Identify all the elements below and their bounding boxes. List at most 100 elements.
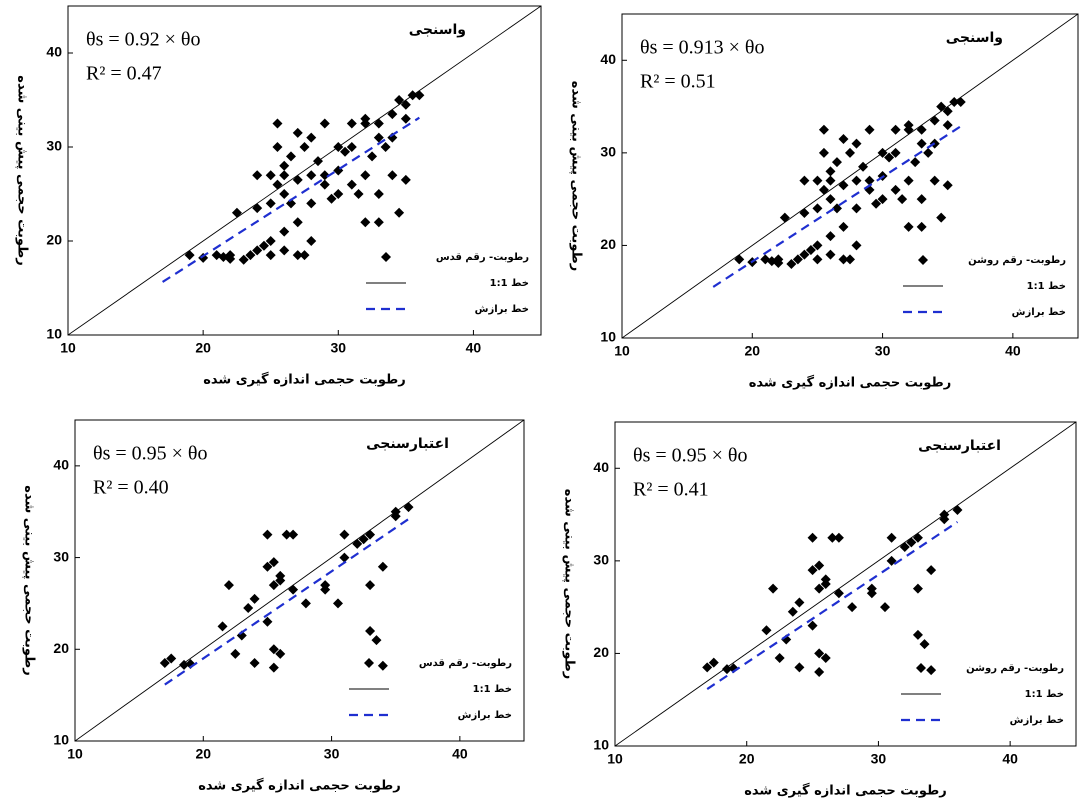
point [326,193,337,204]
point [339,529,350,540]
point [265,236,276,246]
y-tick-label: 20 [600,236,616,252]
point [285,198,296,209]
point [903,175,914,186]
fit-line [162,116,420,283]
point [279,170,290,181]
point [812,254,823,265]
point [320,584,331,595]
x-tick-label: 20 [739,751,755,767]
point [306,170,317,181]
point [833,588,844,599]
point [838,221,849,232]
point [897,194,908,205]
chart-panel: 10 20 30 40 10 20 30 40 رطوبت حجمی اندازه گیری ش… [15,5,542,388]
point [734,254,745,265]
legend-symbol [918,255,928,265]
point [936,212,947,223]
point [373,217,384,228]
point [319,118,330,129]
point [952,504,963,515]
point [245,250,256,261]
point [794,597,805,608]
legend-symbol [381,252,391,262]
point [916,138,927,149]
legend-label: خط برازش [458,710,512,721]
point [929,115,940,126]
plot-frame [67,5,542,336]
point [292,174,303,185]
point [807,565,818,576]
point [184,250,195,261]
point [774,653,785,664]
annotation: θs = 0.913 × θo [640,37,765,59]
point [292,127,303,138]
x-tick-label: 10 [67,746,83,762]
point [360,113,371,124]
y-tick-label: 20 [46,232,62,248]
point [799,208,810,219]
point [262,529,273,540]
point [288,584,299,595]
point [346,179,357,190]
point [845,147,855,158]
point [845,254,855,265]
point [814,560,825,571]
point [346,142,357,152]
point [319,179,330,190]
point [292,250,303,261]
point [812,175,823,186]
annotation: θs = 0.95 × θo [93,443,208,465]
point [912,583,923,594]
point [371,635,382,646]
point [825,194,836,205]
legend-label: خط برازش [475,304,529,315]
point [851,203,862,214]
y-axis-label: رطوبت حجمی پیش بینی شده [15,75,30,265]
reference-line [615,422,1076,746]
point [299,250,310,261]
y-tick-label: 10 [593,737,609,753]
point [373,118,384,129]
point [833,532,844,543]
point [285,151,296,162]
point [916,124,927,135]
point [340,146,351,157]
point [799,249,810,260]
point [198,252,209,263]
point [794,662,805,673]
point [249,593,260,604]
legend-label: خط 1:1 [490,278,529,289]
legend-label: رطوبت- رقم قدس [436,252,529,263]
point [332,598,343,609]
point [243,603,254,614]
y-tick-label: 10 [53,732,69,748]
point [258,240,269,251]
point [866,588,877,599]
point [926,565,937,576]
point [818,147,829,158]
point [851,138,862,149]
point [414,90,425,101]
legend-symbol [916,663,926,673]
point [916,194,927,205]
point [265,170,276,181]
point [773,254,784,265]
fit-line [712,125,962,288]
legend-label: خط برازش [1012,307,1066,318]
y-tick-label: 10 [600,329,616,345]
point [179,659,190,670]
annotation: R² = 0.51 [640,71,716,93]
chart-panel: 10 20 30 40 10 20 30 40 رطوبت حجمی اندازه گیری ش… [22,419,525,794]
x-axis-label: رطوبت حجمی اندازه گیری شده [198,778,401,794]
point [831,157,842,168]
legend-label: خط 1:1 [1027,281,1066,292]
point [252,170,263,181]
point [792,254,803,265]
point [820,653,831,664]
plot-frame [74,419,525,742]
point [708,657,719,668]
point [365,580,376,591]
legend-label: خط برازش [1010,715,1064,726]
